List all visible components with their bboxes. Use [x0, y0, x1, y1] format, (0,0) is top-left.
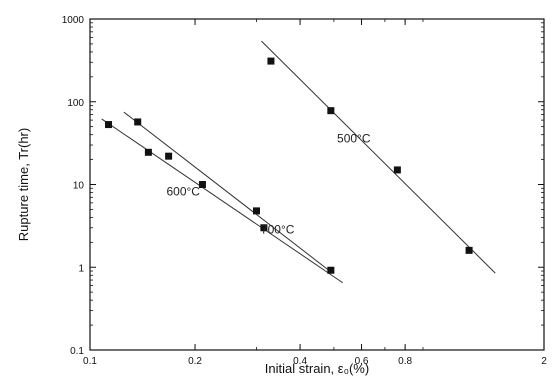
data-point [327, 107, 335, 115]
x-tick-label: 0.6 [355, 356, 369, 367]
data-point [198, 181, 206, 188]
y-tick-label: 1000 [62, 15, 85, 26]
fit-line-0 [261, 40, 496, 274]
series-label: 500°C [337, 132, 371, 146]
y-tick-label: 10 [73, 181, 85, 192]
x-tick-label: 0.2 [188, 356, 202, 367]
data-point [327, 266, 335, 274]
series-label: 700°C [261, 223, 295, 237]
y-axis-title: Rupture time, Tr(hr) [16, 128, 31, 241]
data-point [267, 57, 275, 65]
data-point [144, 148, 152, 156]
x-tick-label: 2 [541, 356, 547, 367]
x-tick-label: 0.1 [83, 356, 97, 367]
data-point [134, 118, 142, 126]
fit-line-2 [123, 111, 332, 273]
fit-line-1 [101, 118, 344, 284]
y-tick-label: 1 [78, 263, 84, 274]
x-axis-title: Initial strain, ε₀(%) [265, 361, 369, 376]
x-tick-label: 0.4 [293, 356, 307, 367]
series-label: 600°C [166, 184, 200, 198]
y-tick-label: 0.1 [70, 346, 84, 357]
data-point [393, 166, 401, 174]
data-point [252, 207, 260, 215]
plot-frame [89, 18, 545, 351]
x-tick-label: 0.8 [398, 356, 412, 367]
y-tick-label: 100 [67, 98, 84, 109]
data-point [465, 246, 473, 254]
data-point [260, 224, 268, 232]
plot-area: 0.1 1 10 100 1000 0.1 0.2 0.4 0.6 0.8 2 Initial str… [16, 15, 547, 376]
data-point [165, 152, 173, 160]
data-point [105, 121, 113, 129]
